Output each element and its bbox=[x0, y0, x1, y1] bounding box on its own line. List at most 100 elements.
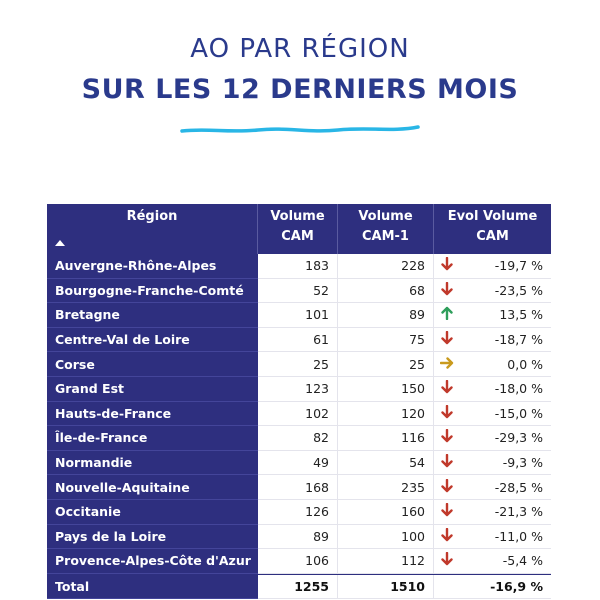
column-header-region[interactable]: Région bbox=[47, 204, 258, 254]
total-evol-value: -16,9 % bbox=[490, 579, 543, 595]
table-row: Bourgogne-Franche-Comté 52 68 -23,5 % bbox=[47, 278, 551, 304]
evol-value: -18,7 % bbox=[494, 332, 543, 348]
column-header-volume-cam[interactable]: Volume CAM bbox=[258, 204, 338, 254]
down-arrow-icon bbox=[440, 454, 454, 471]
region-cell: Normandie bbox=[47, 450, 258, 476]
evol-cell: -23,5 % bbox=[434, 279, 551, 304]
evol-cell: -28,5 % bbox=[434, 475, 551, 500]
evol-value: -28,5 % bbox=[494, 479, 543, 495]
table-row: Corse 25 25 0,0 % bbox=[47, 352, 551, 377]
volume-cam-1-cell: 25 bbox=[338, 352, 434, 377]
table-row: Pays de la Loire 89 100 -11,0 % bbox=[47, 524, 551, 550]
evol-value: -21,3 % bbox=[494, 504, 543, 520]
volume-cam-1-cell: 100 bbox=[338, 524, 434, 550]
table-total-row: Total 1255 1510 -16,9 % bbox=[47, 573, 551, 600]
volume-cam-1-cell: 160 bbox=[338, 499, 434, 525]
total-evol-cell: -16,9 % bbox=[434, 575, 551, 600]
page-subtitle: SUR LES 12 DERNIERS MOIS bbox=[81, 74, 519, 105]
region-cell: Occitanie bbox=[47, 499, 258, 525]
volume-cam-1-cell: 68 bbox=[338, 278, 434, 304]
column-header-label: CAM bbox=[281, 229, 314, 244]
table-row: Grand Est 123 150 -18,0 % bbox=[47, 376, 551, 402]
evol-cell: 0,0 % bbox=[434, 352, 551, 377]
region-cell: Bourgogne-Franche-Comté bbox=[47, 278, 258, 304]
total-volume-cam-1: 1510 bbox=[338, 574, 434, 600]
down-arrow-icon bbox=[440, 257, 454, 274]
volume-cam-cell: 49 bbox=[258, 450, 338, 476]
volume-cam-cell: 126 bbox=[258, 499, 338, 525]
evol-value: -23,5 % bbox=[494, 282, 543, 298]
table-row: Provence-Alpes-Côte d'Azur 106 112 -5,4 … bbox=[47, 549, 551, 574]
region-cell: Grand Est bbox=[47, 376, 258, 402]
evol-cell: -29,3 % bbox=[434, 426, 551, 451]
table-row: Nouvelle-Aquitaine 168 235 -28,5 % bbox=[47, 475, 551, 500]
volume-cam-cell: 89 bbox=[258, 524, 338, 550]
region-cell: Hauts-de-France bbox=[47, 401, 258, 427]
down-arrow-icon bbox=[440, 404, 454, 422]
down-arrow-icon bbox=[440, 503, 454, 520]
column-header-volume-cam-1[interactable]: Volume CAM-1 bbox=[338, 204, 434, 254]
down-arrow-icon bbox=[440, 331, 454, 348]
volume-cam-cell: 82 bbox=[258, 426, 338, 451]
region-cell: Provence-Alpes-Côte d'Azur bbox=[47, 549, 258, 574]
total-label: Total bbox=[47, 574, 258, 600]
column-header-label: CAM-1 bbox=[362, 229, 409, 244]
table-header: Région Volume CAM Volume CAM-1 Evol Volu… bbox=[47, 204, 551, 254]
sort-ascending-icon[interactable] bbox=[55, 240, 65, 246]
volume-cam-cell: 52 bbox=[258, 278, 338, 304]
up-arrow-icon bbox=[440, 306, 454, 323]
table-row: Occitanie 126 160 -21,3 % bbox=[47, 499, 551, 525]
evol-value: -18,0 % bbox=[494, 381, 543, 397]
table-row: Bretagne 101 89 13,5 % bbox=[47, 303, 551, 328]
down-arrow-icon bbox=[440, 429, 454, 446]
volume-cam-cell: 25 bbox=[258, 352, 338, 377]
evol-value: -9,3 % bbox=[502, 455, 543, 471]
evol-cell: -15,0 % bbox=[434, 402, 551, 427]
total-volume-cam: 1255 bbox=[258, 574, 338, 600]
region-table: Région Volume CAM Volume CAM-1 Evol Volu… bbox=[47, 204, 551, 600]
down-arrow-icon bbox=[440, 527, 454, 545]
volume-cam-1-cell: 54 bbox=[338, 450, 434, 476]
evol-value: -19,7 % bbox=[494, 258, 543, 274]
volume-cam-cell: 61 bbox=[258, 327, 338, 353]
page-title: AO PAR RÉGION bbox=[190, 34, 410, 64]
evol-cell: -11,0 % bbox=[434, 525, 551, 550]
down-arrow-icon bbox=[440, 552, 454, 569]
evol-value: -11,0 % bbox=[494, 528, 543, 544]
column-header-label: Région bbox=[126, 209, 178, 224]
volume-cam-cell: 106 bbox=[258, 549, 338, 574]
evol-cell: -18,0 % bbox=[434, 377, 551, 402]
region-cell: Pays de la Loire bbox=[47, 524, 258, 550]
volume-cam-1-cell: 112 bbox=[338, 549, 434, 574]
volume-cam-1-cell: 235 bbox=[338, 475, 434, 500]
volume-cam-1-cell: 150 bbox=[338, 376, 434, 402]
volume-cam-cell: 168 bbox=[258, 475, 338, 500]
volume-cam-1-cell: 116 bbox=[338, 426, 434, 451]
region-cell: Auvergne-Rhône-Alpes bbox=[47, 254, 258, 279]
volume-cam-cell: 183 bbox=[258, 254, 338, 279]
table-row: Hauts-de-France 102 120 -15,0 % bbox=[47, 401, 551, 427]
region-cell: Île-de-France bbox=[47, 426, 258, 451]
region-cell: Bretagne bbox=[47, 303, 258, 328]
down-arrow-icon bbox=[440, 281, 454, 299]
table-body: Auvergne-Rhône-Alpes 183 228 -19,7 % Bou… bbox=[47, 254, 551, 574]
evol-cell: 13,5 % bbox=[434, 303, 551, 328]
column-header-evol-volume-cam[interactable]: Evol Volume CAM bbox=[434, 204, 551, 254]
evol-value: 13,5 % bbox=[499, 307, 543, 323]
volume-cam-cell: 123 bbox=[258, 376, 338, 402]
column-header-label: CAM bbox=[476, 229, 509, 244]
evol-cell: -19,7 % bbox=[434, 254, 551, 279]
table-row: Centre-Val de Loire 61 75 -18,7 % bbox=[47, 327, 551, 353]
region-cell: Corse bbox=[47, 352, 258, 377]
evol-value: -29,3 % bbox=[494, 430, 543, 446]
evol-cell: -21,3 % bbox=[434, 500, 551, 525]
evol-cell: -18,7 % bbox=[434, 328, 551, 353]
volume-cam-cell: 102 bbox=[258, 401, 338, 427]
column-header-label: Volume bbox=[358, 209, 413, 224]
table-row: Île-de-France 82 116 -29,3 % bbox=[47, 426, 551, 451]
evol-value: -5,4 % bbox=[502, 553, 543, 569]
swoosh-decoration bbox=[180, 125, 420, 133]
region-cell: Centre-Val de Loire bbox=[47, 327, 258, 353]
volume-cam-cell: 101 bbox=[258, 303, 338, 328]
column-header-label: Volume bbox=[270, 209, 325, 224]
